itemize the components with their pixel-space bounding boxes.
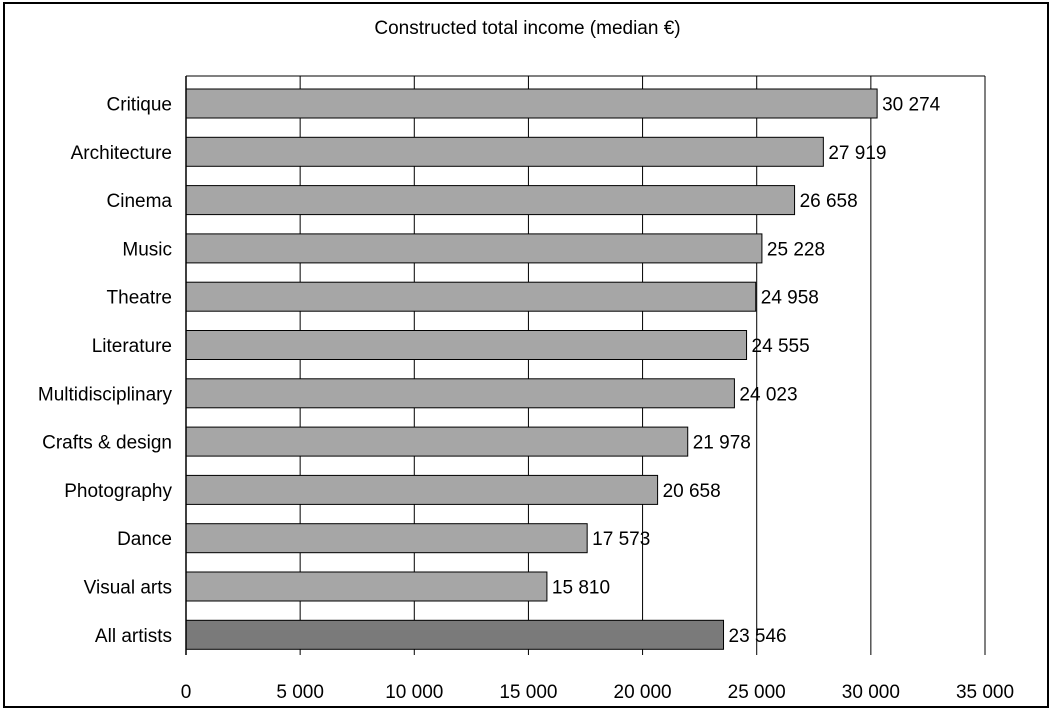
value-label: 25 228: [767, 239, 825, 260]
category-labels: Critique Architecture Cinema Music Theatre Li…: [38, 95, 173, 647]
category-label: Multidisciplinary: [38, 384, 173, 405]
bar: [185, 136, 824, 167]
value-label: 24 023: [739, 384, 797, 405]
x-tick-label: 0: [181, 682, 192, 703]
category-label: Visual arts: [84, 578, 172, 599]
category-label: Photography: [64, 481, 172, 502]
bar: [185, 523, 588, 554]
bar: [185, 281, 757, 312]
x-tick-label: 25 000: [728, 682, 786, 703]
x-tick-label: 35 000: [956, 682, 1014, 703]
x-tick-label: 15 000: [499, 682, 557, 703]
chart-title: Constructed total income (median €): [374, 18, 681, 39]
x-tick-label: 5 000: [276, 682, 324, 703]
value-label: 17 573: [592, 529, 650, 550]
x-tick-label: 30 000: [842, 682, 900, 703]
category-label: All artists: [95, 626, 172, 647]
category-label: Cinema: [107, 191, 173, 212]
bar: [185, 378, 735, 409]
category-label: Crafts & design: [42, 433, 172, 454]
value-label: 23 546: [729, 626, 787, 647]
category-label: Critique: [107, 95, 172, 116]
bar: [185, 185, 796, 216]
value-label: 27 919: [828, 143, 886, 164]
gridlines: [299, 76, 986, 655]
bar: [185, 233, 763, 264]
value-labels: 30 274 27 919 26 658 25 228 24 958 24 555 24 0…: [552, 95, 941, 647]
value-label: 24 958: [761, 288, 819, 309]
value-label: 30 274: [882, 95, 941, 116]
x-tick-labels: 0 5 000 10 000 15 000 20 000 25 000 30 000 35 0…: [181, 682, 1014, 703]
value-label: 15 810: [552, 578, 610, 599]
value-label: 21 978: [693, 433, 751, 454]
bar: [185, 571, 548, 602]
bar: [185, 474, 659, 505]
bar: [185, 426, 689, 457]
value-label: 26 658: [800, 191, 858, 212]
x-tick-label: 20 000: [614, 682, 672, 703]
category-label: Music: [122, 239, 172, 260]
category-label: Dance: [117, 529, 172, 550]
x-tick-label: 10 000: [385, 682, 443, 703]
category-label: Literature: [92, 336, 172, 357]
bar: [185, 330, 748, 360]
bar: [185, 619, 725, 650]
value-label: 20 658: [663, 481, 721, 502]
bar: [185, 88, 878, 119]
category-label: Architecture: [71, 143, 172, 164]
value-label: 24 555: [752, 336, 810, 357]
category-label: Theatre: [107, 288, 172, 309]
bars: [185, 88, 878, 650]
